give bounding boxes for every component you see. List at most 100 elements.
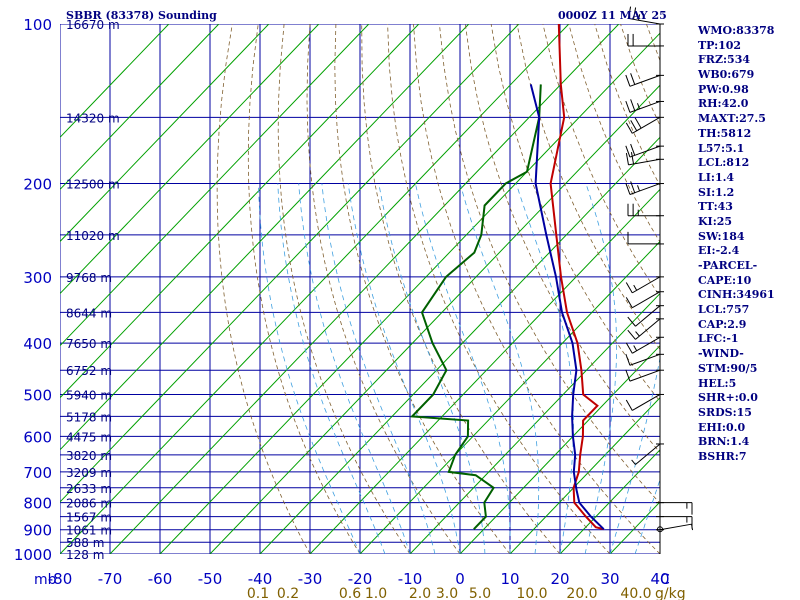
height-label: 8644 m (66, 306, 112, 320)
stability-indices: WMO:83378 TP:102 FRZ:534 WB0:679 PW:0.98 RH:4… (698, 24, 775, 465)
wind-barbs (625, 6, 694, 554)
dry-adiabat (776, 24, 800, 554)
moist-adiabat (298, 183, 411, 554)
observation-time: 0000Z 11 MAY 25 (558, 9, 667, 22)
dry-adiabat (387, 24, 611, 554)
isotherm-line (409, 292, 660, 554)
index-item: SHR+:0.0 (698, 391, 758, 405)
station-title: SBBR (83378) Sounding (66, 9, 217, 22)
wind-barb-flag (625, 369, 631, 382)
wind-barb-flag (638, 14, 641, 21)
mixing-ratio-label: 5.0 (469, 586, 491, 600)
wind-barb (635, 305, 661, 327)
wind-barb (628, 17, 661, 25)
dry-adiabat (464, 24, 660, 454)
surface-wind-marker (657, 526, 663, 533)
temperature-tick-label: 30 (600, 570, 619, 588)
isotherm-line (60, 24, 470, 451)
temperature-tick-label: -50 (198, 570, 223, 588)
height-label: 12500 m (66, 178, 120, 192)
index-item: -WIND- (698, 347, 744, 361)
index-item: CINH:34961 (698, 288, 775, 302)
index-item: MAXT:27.5 (698, 112, 766, 126)
wind-barb-flag (625, 399, 633, 411)
wind-barb (632, 336, 661, 354)
height-label: 1061 m (66, 524, 112, 538)
pressure-axis-label: mb (34, 572, 57, 588)
dry-adiabat (277, 24, 411, 554)
wind-barb-flag (633, 7, 637, 20)
height-label: 3820 m (66, 449, 112, 463)
mixing-ratio-unit-label: g/kg (655, 586, 686, 600)
wind-barb-flag (625, 152, 629, 165)
index-item: LI:1.4 (698, 170, 735, 184)
mixing-ratio-label: 3.0 (436, 586, 458, 600)
index-item: LFC:-1 (698, 332, 739, 346)
chart-series (409, 24, 605, 531)
isotherm-line (109, 24, 620, 554)
temperature-tick-label: 0 (455, 570, 465, 588)
wind-barb-flag (633, 345, 638, 351)
mixing-ratio-label: 0.1 (247, 586, 269, 600)
height-label: 1567 m (66, 511, 112, 525)
wind-barb (632, 394, 661, 411)
index-item: TH:5812 (698, 126, 752, 140)
wind-barb-flag (625, 122, 633, 134)
mixing-ratio-label: 20.0 (566, 586, 597, 600)
pressure-tick-label: 900 (23, 522, 52, 540)
dry-adiabat (247, 24, 361, 554)
index-item: HEL:5 (698, 376, 737, 390)
isotherm-line (60, 24, 270, 243)
wind-barb-flag (627, 329, 636, 340)
temperature-tick-label: -80 (48, 570, 73, 588)
wind-barb (632, 116, 661, 134)
wind-barb (659, 523, 692, 531)
index-item: STM:90/5 (698, 361, 758, 375)
pressure-tick-label: 300 (23, 269, 52, 287)
wind-barb-flag (625, 183, 631, 195)
index-item: EI:-2.4 (698, 244, 740, 258)
index-item: LCL:812 (698, 156, 750, 170)
wind-barb-flag (635, 331, 640, 337)
dry-adiabat (413, 24, 660, 554)
isotherm-line (60, 24, 170, 139)
index-item: FRZ:534 (698, 53, 751, 67)
isotherm-line (60, 24, 370, 347)
pressure-tick-label: 1000 (14, 546, 52, 564)
moist-adiabat (415, 183, 511, 554)
wind-barb (629, 369, 661, 382)
mixing-ratio-label: 40.0 (620, 586, 651, 600)
isotherm-line (459, 344, 660, 554)
height-label: 11020 m (66, 229, 120, 243)
height-label: 2633 m (66, 482, 112, 496)
moist-adiabat (584, 183, 617, 554)
temperature-tick-label: 10 (500, 570, 519, 588)
wind-barb-flag (625, 100, 631, 113)
temperature-tick-label: -20 (348, 570, 373, 588)
wind-barb (629, 353, 661, 366)
index-item: EHI:0.0 (698, 420, 746, 434)
index-item: RH:42.0 (698, 97, 749, 111)
wind-barb-flag (630, 181, 636, 193)
mixing-ratio-label: 0.2 (277, 586, 299, 600)
pressure-tick-label: 400 (23, 335, 52, 353)
isotherm-line (159, 32, 660, 554)
height-label: 6752 m (66, 364, 112, 378)
isotherm-line (309, 188, 660, 554)
wind-barb-flag (630, 143, 636, 156)
isotherm-line (259, 136, 660, 554)
index-item: BSHR:7 (698, 449, 747, 463)
height-label: 128 m (66, 548, 104, 562)
height-label: 9768 m (66, 271, 112, 285)
isotherm-line (60, 24, 220, 191)
wind-barb-flag (631, 459, 636, 465)
temperature-tick-label: -40 (248, 570, 273, 588)
index-item: LCL:757 (698, 303, 750, 317)
wind-barb-flag (637, 185, 641, 192)
isotherm-line (559, 449, 660, 554)
index-item: -PARCEL- (698, 259, 758, 272)
height-label: 7650 m (66, 337, 112, 351)
index-item: TT:43 (698, 200, 733, 214)
wind-barb-flag (634, 117, 642, 129)
